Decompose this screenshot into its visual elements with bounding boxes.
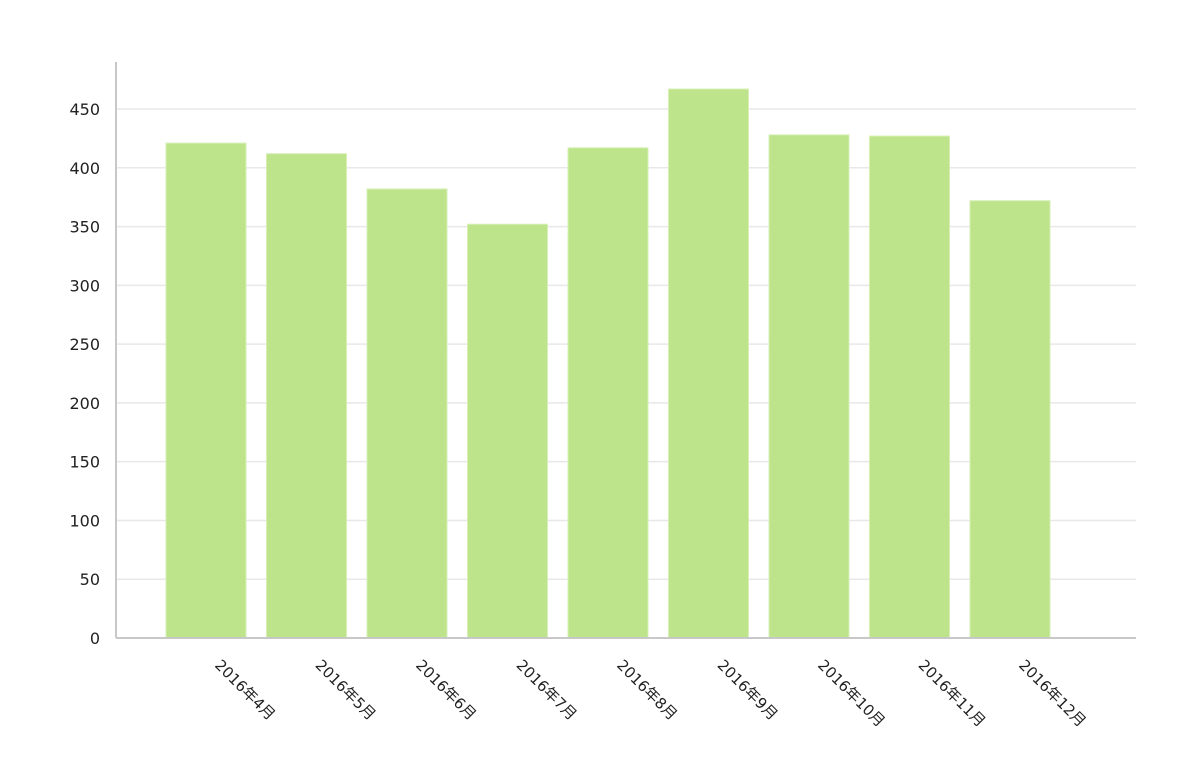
bar-1[interactable] [165, 142, 247, 639]
x-tick-label: 2016年9月 [714, 656, 782, 724]
y-tick-label: 50 [80, 570, 100, 589]
y-tick-label: 100 [69, 511, 100, 530]
x-tick-label: 2016年5月 [312, 656, 380, 724]
x-tick-labels: 2016年4月 2016年5月 2016年6月 2016年7月 2016年8月 2016年… [211, 656, 1089, 730]
x-tick-label: 2016年12月 [1015, 656, 1089, 730]
bars [165, 88, 1051, 639]
bar-7[interactable] [768, 134, 850, 639]
y-tick-label: 350 [69, 218, 100, 237]
x-tick-label: 2016年10月 [814, 656, 888, 730]
y-tick-label: 400 [69, 159, 100, 178]
x-tick-label: 2016年7月 [513, 656, 581, 724]
x-tick-label: 2016年11月 [915, 656, 989, 730]
bar-6[interactable] [668, 88, 749, 639]
bar-8[interactable] [869, 135, 950, 639]
y-tick-label: 150 [69, 453, 100, 472]
bar-5[interactable] [567, 147, 649, 639]
y-tick-label: 300 [69, 276, 100, 295]
bar-3[interactable] [366, 188, 448, 639]
bar-9[interactable] [969, 200, 1051, 639]
y-tick-label: 250 [69, 335, 100, 354]
x-tick-label: 2016年4月 [211, 656, 279, 724]
axes [115, 62, 1136, 639]
y-tick-label: 0 [90, 629, 100, 648]
x-tick-label: 2016年6月 [412, 656, 480, 724]
y-tick-label: 450 [69, 100, 100, 119]
bar-2[interactable] [266, 153, 347, 639]
y-tick-label: 200 [69, 394, 100, 413]
y-tick-labels: 0 50 100 150 200 250 300 350 400 450 [69, 100, 100, 648]
x-tick-label: 2016年8月 [613, 656, 681, 724]
bar-4[interactable] [467, 223, 548, 639]
